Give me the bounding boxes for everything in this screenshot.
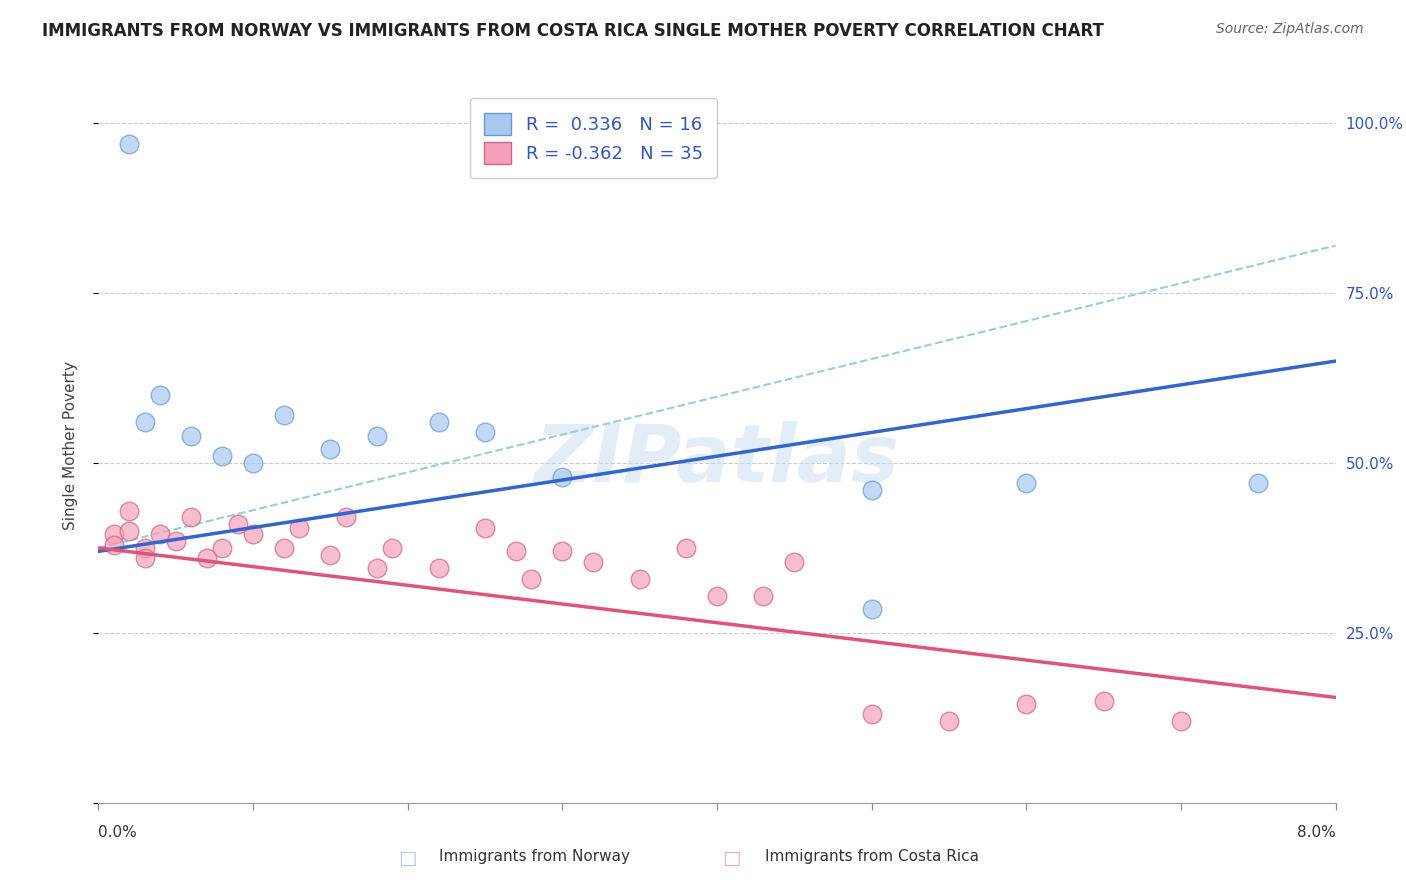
- Point: [783, 555, 806, 569]
- Text: 0.0%: 0.0%: [98, 825, 138, 840]
- Point: [427, 561, 450, 575]
- Point: [118, 136, 141, 151]
- Point: [288, 520, 311, 534]
- Point: [1247, 476, 1270, 491]
- Text: Immigrants from Costa Rica: Immigrants from Costa Rica: [765, 849, 979, 864]
- Point: [474, 425, 496, 440]
- Point: [381, 541, 404, 555]
- Point: [134, 415, 156, 429]
- Point: [134, 541, 156, 555]
- Point: [366, 561, 388, 575]
- Point: [366, 429, 388, 443]
- Text: IMMIGRANTS FROM NORWAY VS IMMIGRANTS FROM COSTA RICA SINGLE MOTHER POVERTY CORRE: IMMIGRANTS FROM NORWAY VS IMMIGRANTS FRO…: [42, 22, 1104, 40]
- Point: [273, 541, 295, 555]
- Point: [1170, 714, 1192, 729]
- Point: [273, 409, 295, 423]
- Point: [505, 544, 527, 558]
- Point: [860, 602, 883, 616]
- Point: [134, 551, 156, 566]
- Point: [1015, 476, 1038, 491]
- Text: 8.0%: 8.0%: [1296, 825, 1336, 840]
- Point: [752, 589, 775, 603]
- Point: [474, 520, 496, 534]
- Point: [628, 572, 651, 586]
- Point: [118, 524, 141, 538]
- Point: [860, 483, 883, 498]
- Text: Source: ZipAtlas.com: Source: ZipAtlas.com: [1216, 22, 1364, 37]
- Text: ZIPatlas: ZIPatlas: [534, 421, 900, 500]
- Point: [706, 589, 728, 603]
- Text: □: □: [721, 849, 741, 868]
- Point: [103, 537, 125, 551]
- Point: [427, 415, 450, 429]
- Y-axis label: Single Mother Poverty: Single Mother Poverty: [63, 361, 77, 531]
- Point: [180, 510, 202, 524]
- Point: [520, 572, 543, 586]
- Point: [1015, 698, 1038, 712]
- Point: [226, 517, 249, 532]
- Point: [582, 555, 605, 569]
- Point: [165, 534, 187, 549]
- Point: [180, 429, 202, 443]
- Point: [938, 714, 960, 729]
- Point: [675, 541, 697, 555]
- Point: [195, 551, 218, 566]
- Point: [242, 527, 264, 541]
- Legend: R =  0.336   N = 16, R = -0.362   N = 35: R = 0.336 N = 16, R = -0.362 N = 35: [470, 98, 717, 178]
- Point: [551, 544, 574, 558]
- Point: [103, 527, 125, 541]
- Point: [149, 388, 172, 402]
- Point: [1092, 694, 1115, 708]
- Point: [118, 503, 141, 517]
- Text: □: □: [398, 849, 418, 868]
- Point: [319, 442, 342, 457]
- Text: Immigrants from Norway: Immigrants from Norway: [439, 849, 630, 864]
- Point: [211, 541, 233, 555]
- Point: [335, 510, 357, 524]
- Point: [242, 456, 264, 470]
- Point: [211, 449, 233, 463]
- Point: [149, 527, 172, 541]
- Point: [319, 548, 342, 562]
- Point: [551, 469, 574, 483]
- Point: [860, 707, 883, 722]
